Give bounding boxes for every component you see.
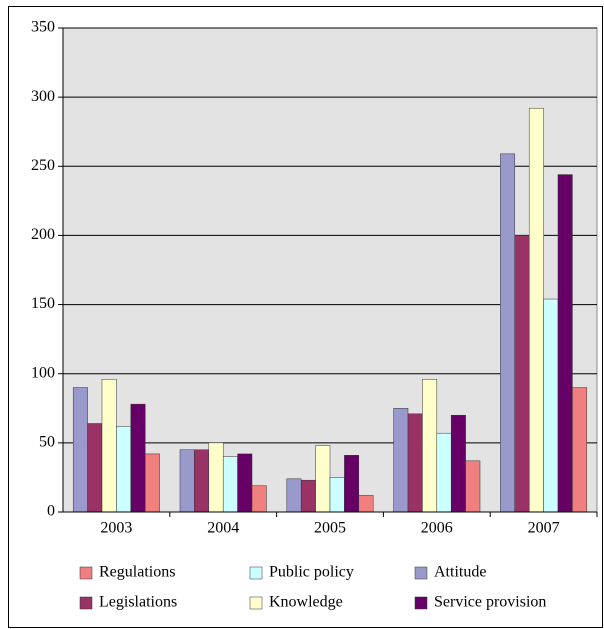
legend-swatch xyxy=(249,596,263,610)
legend-label: Service provision xyxy=(434,594,546,611)
bar xyxy=(101,378,117,513)
bar xyxy=(315,445,331,513)
legend-swatch xyxy=(414,596,428,610)
bar xyxy=(222,456,238,513)
x-tick-label: 2006 xyxy=(421,520,453,537)
x-tick-label: 2005 xyxy=(314,520,346,537)
bar xyxy=(300,479,316,513)
legend-swatch xyxy=(79,566,93,580)
bar xyxy=(450,414,466,513)
bar xyxy=(344,455,360,513)
y-tick-label: 150 xyxy=(31,295,55,312)
bar xyxy=(208,442,224,513)
bar xyxy=(144,453,160,513)
legend-label: Knowledge xyxy=(269,594,343,611)
bar xyxy=(194,449,210,513)
bar xyxy=(528,107,544,513)
legend-label: Attitude xyxy=(434,564,486,581)
bar xyxy=(557,174,573,513)
legend-swatch xyxy=(414,566,428,580)
y-tick-label: 250 xyxy=(31,157,55,174)
bar xyxy=(422,378,438,513)
bar xyxy=(329,477,345,513)
bar xyxy=(116,426,132,513)
legend-label: Legislations xyxy=(99,594,177,611)
bar xyxy=(130,403,146,513)
legend-label: Regulations xyxy=(99,564,175,581)
legend-swatch xyxy=(79,596,93,610)
bar xyxy=(407,413,423,513)
bar xyxy=(500,153,516,513)
y-tick-label: 300 xyxy=(31,88,55,105)
x-tick-label: 2007 xyxy=(528,520,560,537)
y-tick-label: 100 xyxy=(31,364,55,381)
bar xyxy=(72,387,88,513)
bar xyxy=(543,298,559,513)
bar xyxy=(572,387,588,513)
bar xyxy=(286,478,302,513)
bar xyxy=(179,449,195,513)
y-tick-label: 50 xyxy=(39,434,55,451)
legend-swatch xyxy=(249,566,263,580)
bar xyxy=(237,453,253,513)
legend-label: Public policy xyxy=(269,564,354,581)
bar xyxy=(87,423,103,513)
bar xyxy=(251,485,267,513)
bar xyxy=(465,460,481,513)
x-tick-label: 2004 xyxy=(207,520,239,537)
bar xyxy=(514,235,530,513)
x-tick-label: 2003 xyxy=(100,520,132,537)
bar xyxy=(393,408,409,513)
bar xyxy=(436,432,452,513)
y-tick-label: 200 xyxy=(31,226,55,243)
y-tick-label: 0 xyxy=(47,503,55,520)
y-tick-label: 350 xyxy=(31,19,55,36)
bar xyxy=(358,495,374,513)
